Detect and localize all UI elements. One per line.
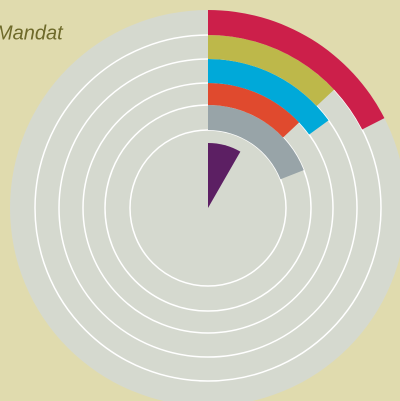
radial-bar [208, 143, 241, 208]
radial-bar [208, 83, 300, 138]
radial-bar [208, 10, 385, 130]
radial-bar [208, 105, 304, 180]
radial-bar [208, 35, 335, 107]
chart-title: Mandat [0, 22, 64, 44]
radial-bar [208, 59, 329, 135]
